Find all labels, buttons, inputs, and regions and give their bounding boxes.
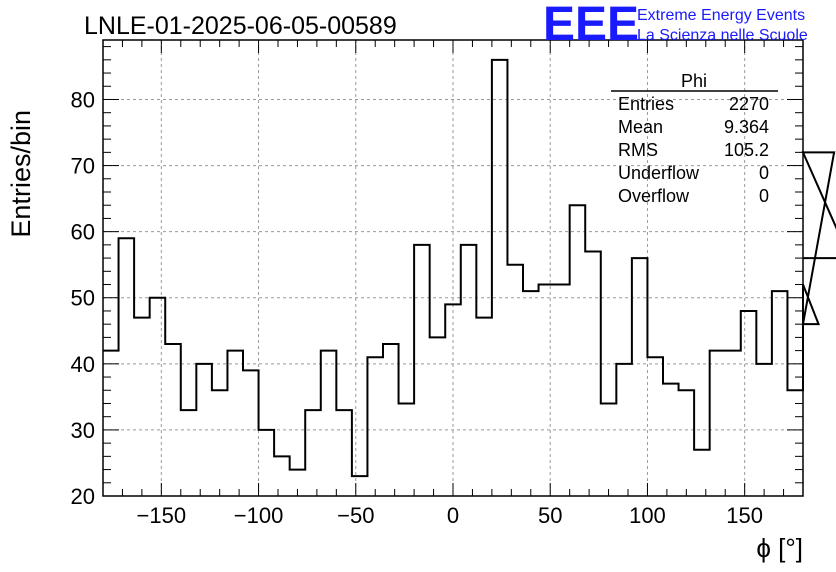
brand-line-2: La Scienza nelle Scuole	[637, 27, 808, 44]
stats-value-rms: 105.2	[724, 140, 769, 160]
brand-line-1: Extreme Energy Events	[637, 7, 805, 24]
y-tick-label: 50	[71, 286, 95, 311]
y-tick-label: 40	[71, 352, 95, 377]
stats-value-overflow: 0	[759, 186, 769, 206]
x-tick-label: 150	[726, 503, 763, 528]
x-tick-label: 0	[447, 503, 459, 528]
axis-ticks: −150 −100 −50 0 50 100 150 20 30 40 50 60 70 80	[71, 40, 804, 528]
histogram-line	[103, 58, 836, 478]
histogram-series	[103, 58, 836, 478]
stats-value-entries: 2270	[729, 94, 769, 114]
x-tick-label: −50	[337, 503, 374, 528]
chart-title: LNLE-01-2025-06-05-00589	[84, 12, 397, 40]
stats-label-rms: RMS	[618, 140, 658, 160]
eee-logo: EEE	[543, 0, 639, 51]
stats-value-mean: 9.364	[724, 117, 769, 137]
x-axis-label: ϕ [°]	[756, 533, 803, 563]
stats-label-overflow: Overflow	[618, 186, 690, 206]
stats-title: Phi	[681, 71, 707, 91]
y-tick-label: 70	[71, 154, 95, 179]
stats-label-entries: Entries	[618, 94, 674, 114]
y-tick-label: 20	[71, 484, 95, 509]
y-tick-label: 80	[71, 87, 95, 112]
stats-box: Phi Entries 2270 Mean 9.364 RMS 105.2 Underflo…	[611, 71, 778, 206]
y-tick-label: 60	[71, 220, 95, 245]
y-tick-label: 30	[71, 418, 95, 443]
stats-label-underflow: Underflow	[618, 163, 700, 183]
stats-label-mean: Mean	[618, 117, 663, 137]
x-tick-label: −100	[234, 503, 284, 528]
x-tick-label: 100	[629, 503, 666, 528]
x-tick-label: 50	[538, 503, 562, 528]
stats-value-underflow: 0	[759, 163, 769, 183]
x-tick-label: −150	[137, 503, 187, 528]
y-axis-label: Entries/bin	[6, 110, 36, 238]
grid-lines	[103, 40, 803, 497]
